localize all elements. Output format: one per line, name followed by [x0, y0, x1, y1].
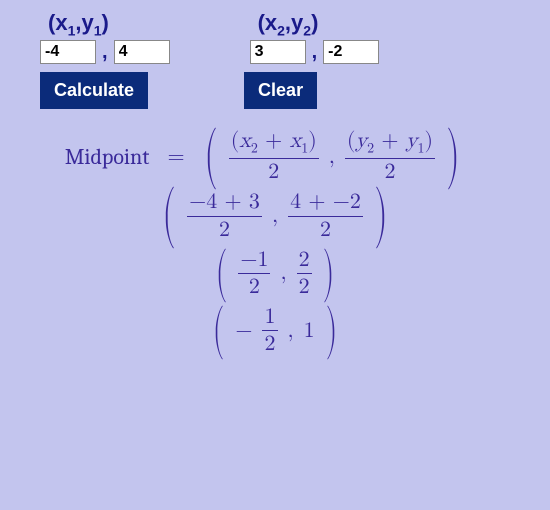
point2-label: (x2,y2) [258, 10, 380, 38]
y1-input[interactable] [114, 40, 170, 64]
x1-input[interactable] [40, 40, 96, 64]
left-paren: ( [162, 191, 175, 241]
step3-line: ( −1 2 , 2 2 ) [30, 248, 520, 299]
comma-separator: , [102, 41, 108, 64]
point1-fields: , [40, 40, 170, 64]
left-paren: ( [204, 132, 217, 182]
left-paren: ( [216, 252, 228, 295]
comma-separator: , [312, 41, 318, 64]
step3-frac-x: −1 2 [238, 248, 270, 299]
pair-comma: , [288, 318, 294, 344]
right-paren: ) [325, 309, 337, 352]
formula-line: Midpoint = ( (x2 + x1) 2 , (y2 + y1) 2 ) [10, 129, 520, 184]
math-area: Midpoint = ( (x2 + x1) 2 , (y2 + y1) 2 )… [30, 129, 520, 356]
pair-comma: , [329, 144, 335, 170]
point1-label: (x1,y1) [48, 10, 170, 38]
left-paren: ( [213, 309, 225, 352]
equals-sign: = [167, 144, 184, 170]
step3-frac-y: 2 2 [297, 248, 312, 299]
clear-button[interactable]: Clear [244, 72, 317, 109]
step4-line: ( − 1 2 , 1 ) [30, 305, 520, 356]
right-paren: ) [322, 252, 334, 295]
right-paren: ) [446, 132, 459, 182]
step4-y-value: 1 [304, 318, 315, 344]
point2-fields: , [250, 40, 380, 64]
calculate-button[interactable]: Calculate [40, 72, 148, 109]
point1-group: (x1,y1) , [40, 10, 170, 64]
inputs-row: (x1,y1) , (x2,y2) , [40, 10, 520, 64]
formula-frac-y: (y2 + y1) 2 [345, 129, 435, 184]
pair-comma: , [280, 260, 286, 286]
point2-group: (x2,y2) , [250, 10, 380, 64]
y2-input[interactable] [323, 40, 379, 64]
x2-input[interactable] [250, 40, 306, 64]
step2-frac-x: −4 + 3 2 [187, 190, 262, 241]
step4-frac-x: 1 2 [262, 305, 277, 356]
midpoint-label: Midpoint [65, 144, 150, 170]
buttons-row: Calculate Clear [40, 72, 520, 109]
negative-sign: − [235, 318, 252, 344]
formula-frac-x: (x2 + x1) 2 [229, 129, 319, 184]
step2-frac-y: 4 + −2 2 [288, 190, 363, 241]
pair-comma: , [272, 203, 278, 229]
step2-line: ( −4 + 3 2 , 4 + −2 2 ) [30, 190, 520, 241]
right-paren: ) [374, 191, 387, 241]
